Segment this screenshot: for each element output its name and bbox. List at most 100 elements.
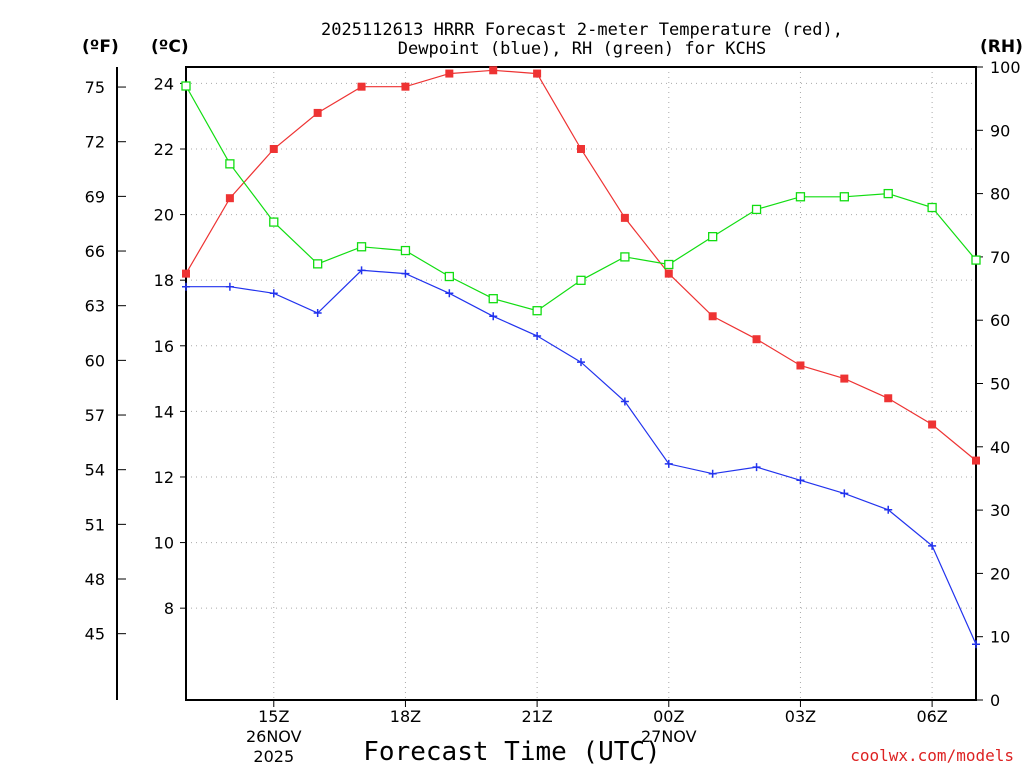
- tick-label-rh: 20: [990, 564, 1010, 583]
- tick-label-f: 51: [85, 515, 105, 534]
- tick-label-c: 22: [154, 140, 174, 159]
- rh-point: [927, 202, 937, 213]
- tick-label-f: 60: [85, 351, 105, 370]
- tick-label-rh: 80: [990, 185, 1010, 204]
- tick-label-f: 45: [85, 625, 105, 644]
- tick-label-c: 14: [154, 402, 174, 421]
- x-tick-label: 15Z: [258, 707, 289, 726]
- dewpoint-point: [269, 289, 278, 298]
- rh-point: [883, 188, 893, 199]
- rh-point: [356, 242, 367, 252]
- rh-point: [620, 252, 630, 262]
- x-tick-label: 03Z: [785, 707, 816, 726]
- temperature-point: [533, 69, 542, 78]
- celsius-unit-label: (ºC): [151, 37, 189, 57]
- temperature-point: [708, 312, 717, 321]
- tick-label-f: 63: [85, 297, 105, 316]
- x-tick-label: 06Z: [916, 707, 947, 726]
- x-tick-label: 21Z: [521, 707, 552, 726]
- source-credit: coolwx.com/models: [850, 746, 1014, 765]
- plot-frame: [185, 66, 977, 701]
- x-axis-label: Forecast Time (UTC): [363, 737, 660, 767]
- rh-point: [751, 204, 762, 215]
- temperature-point: [489, 66, 498, 75]
- rh-point: [181, 81, 191, 91]
- temperature-point: [445, 69, 454, 78]
- dewpoint-point: [972, 640, 980, 649]
- temperature-point: [357, 82, 366, 91]
- tick-label-rh: 0: [990, 691, 1000, 710]
- temperature-point: [182, 269, 190, 278]
- temperature-point: [752, 335, 761, 344]
- temperature-point: [269, 144, 278, 153]
- tick-label-c: 20: [154, 206, 174, 225]
- rh-point: [971, 255, 981, 265]
- dewpoint-point: [577, 358, 585, 367]
- x-tick-date: 27NOV: [641, 727, 697, 746]
- rh-point: [225, 159, 235, 169]
- tick-label-f: 57: [85, 406, 105, 425]
- temperature-point: [796, 361, 805, 370]
- temperature-point: [664, 269, 673, 278]
- rh-point: [269, 217, 279, 227]
- data-series: [181, 66, 981, 649]
- tick-label-rh: 60: [990, 311, 1010, 330]
- dewpoint-point: [445, 289, 454, 298]
- rh-point: [664, 259, 674, 270]
- dewpoint-line: [186, 269, 977, 645]
- rh-point: [839, 192, 849, 202]
- dewpoint-point: [752, 463, 761, 472]
- rh-point: [400, 245, 411, 256]
- rh-point: [488, 294, 498, 304]
- dewpoint-point: [840, 489, 849, 498]
- tick-label-rh: 10: [990, 628, 1010, 647]
- dewpoint-point: [401, 269, 410, 278]
- temperature-point: [313, 108, 322, 117]
- dewpoint-point: [489, 312, 498, 321]
- fahrenheit-unit-label: (ºF): [82, 37, 119, 57]
- temperature-point: [840, 374, 849, 383]
- chart-title-line2: Dewpoint (blue), RH (green) for KCHS: [398, 39, 766, 59]
- axes: [116, 66, 983, 707]
- dewpoint-point: [796, 476, 805, 485]
- tick-label-f: 66: [85, 242, 105, 261]
- rh-point: [532, 306, 542, 316]
- x-tick-label: 00Z: [653, 707, 684, 726]
- x-tick-label: 18Z: [390, 707, 421, 726]
- dewpoint-point: [182, 282, 190, 291]
- tick-label-c: 24: [154, 74, 174, 93]
- temperature-point: [401, 82, 410, 91]
- tick-label-rh: 90: [990, 121, 1010, 140]
- temperature-point: [972, 456, 980, 465]
- rh-point: [708, 231, 718, 242]
- tick-label-c: 10: [154, 534, 174, 553]
- grid-lines: [186, 67, 976, 700]
- dewpoint-point: [620, 397, 629, 406]
- tick-label-f: 54: [85, 461, 105, 480]
- dewpoint-point: [533, 331, 542, 340]
- tick-label-f: 75: [85, 78, 105, 97]
- rh-point: [313, 259, 323, 269]
- dewpoint-point: [357, 266, 366, 275]
- dewpoint-point: [225, 282, 234, 291]
- dewpoint-point: [664, 459, 673, 468]
- temperature-point: [225, 194, 234, 203]
- x-tick-date: 26NOV: [246, 727, 302, 746]
- temperature-point: [928, 420, 937, 429]
- rh-point: [576, 275, 586, 285]
- temperature-point: [620, 213, 629, 222]
- rh-point: [444, 271, 454, 282]
- rh-unit-label: (RH): [980, 37, 1023, 57]
- temperature-point: [884, 394, 893, 403]
- tick-label-rh: 50: [990, 375, 1010, 394]
- temperature-point: [577, 144, 585, 153]
- tick-label-rh: 70: [990, 248, 1010, 267]
- rh-point: [795, 192, 806, 202]
- temperature-line: [185, 69, 977, 462]
- tick-label-c: 16: [154, 337, 174, 356]
- tick-label-c: 12: [154, 468, 174, 487]
- dewpoint-point: [313, 308, 322, 317]
- tick-label-rh: 100: [990, 58, 1021, 77]
- tick-label-f: 69: [85, 187, 105, 206]
- tick-label-rh: 30: [990, 501, 1010, 520]
